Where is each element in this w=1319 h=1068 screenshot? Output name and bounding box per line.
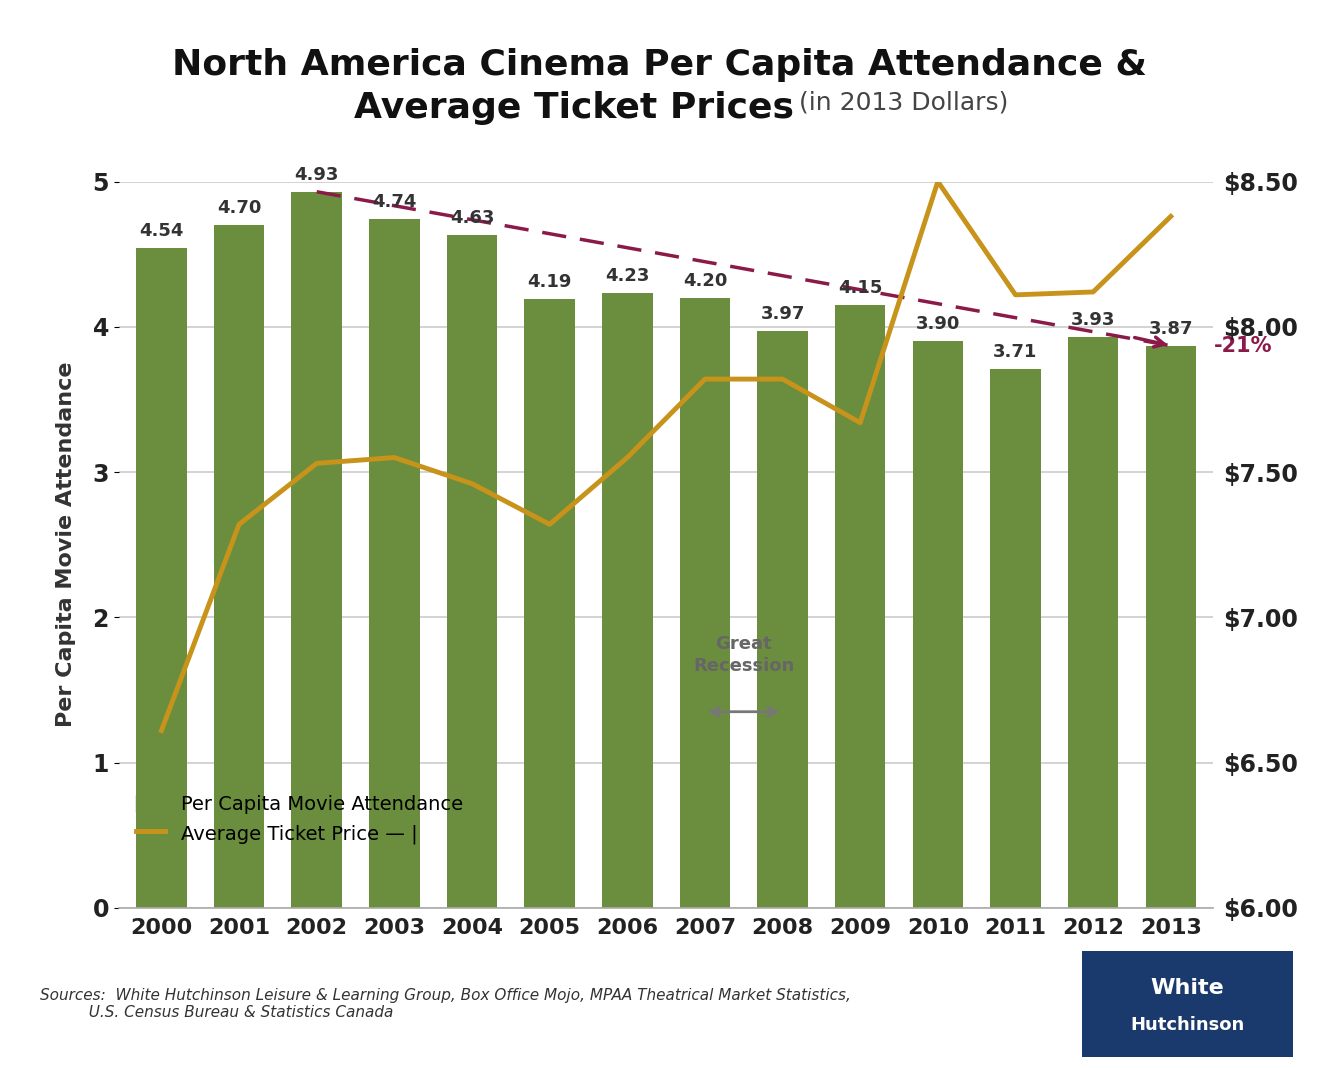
Text: 4.93: 4.93: [294, 166, 339, 184]
Text: 3.71: 3.71: [993, 343, 1038, 361]
Text: Great
Recession: Great Recession: [692, 635, 794, 675]
Bar: [991, 368, 1041, 908]
Bar: [913, 342, 963, 908]
Text: Sources:  White Hutchinson Leisure & Learning Group, Box Office Mojo, MPAA Theat: Sources: White Hutchinson Leisure & Lear…: [40, 988, 851, 1020]
Text: 4.19: 4.19: [528, 273, 572, 292]
Text: North America Cinema Per Capita Attendance &: North America Cinema Per Capita Attendan…: [171, 48, 1148, 82]
Text: 4.54: 4.54: [140, 222, 183, 240]
Text: Average Ticket Prices: Average Ticket Prices: [353, 91, 794, 125]
Bar: [369, 219, 419, 908]
Bar: [601, 294, 653, 908]
Text: 4.74: 4.74: [372, 193, 417, 211]
Bar: [214, 225, 264, 908]
Bar: [291, 192, 342, 908]
Legend: Per Capita Movie Attendance, Average Ticket Price — |: Per Capita Movie Attendance, Average Tic…: [128, 787, 471, 851]
Bar: [1068, 337, 1119, 908]
Bar: [136, 249, 187, 908]
Bar: [447, 235, 497, 908]
Text: 4.20: 4.20: [683, 271, 727, 289]
Text: 4.15: 4.15: [838, 279, 882, 297]
Text: 3.87: 3.87: [1149, 319, 1192, 337]
Text: (in 2013 Dollars): (in 2013 Dollars): [799, 91, 1008, 114]
Text: 3.93: 3.93: [1071, 311, 1116, 329]
Text: Hutchinson: Hutchinson: [1130, 1017, 1244, 1034]
Text: 4.23: 4.23: [605, 267, 649, 285]
Y-axis label: Per Capita Movie Attendance: Per Capita Movie Attendance: [55, 362, 75, 727]
Text: 3.97: 3.97: [760, 305, 805, 324]
Bar: [679, 298, 731, 908]
Text: 4.70: 4.70: [216, 199, 261, 217]
Bar: [1145, 346, 1196, 908]
Text: 4.63: 4.63: [450, 209, 495, 227]
Text: White: White: [1150, 978, 1224, 998]
Bar: [757, 331, 807, 908]
Text: -21%: -21%: [1213, 335, 1272, 356]
Text: Recession: Recession: [230, 541, 248, 635]
Text: 3.90: 3.90: [915, 315, 960, 333]
Bar: [525, 299, 575, 908]
Bar: [835, 305, 885, 908]
